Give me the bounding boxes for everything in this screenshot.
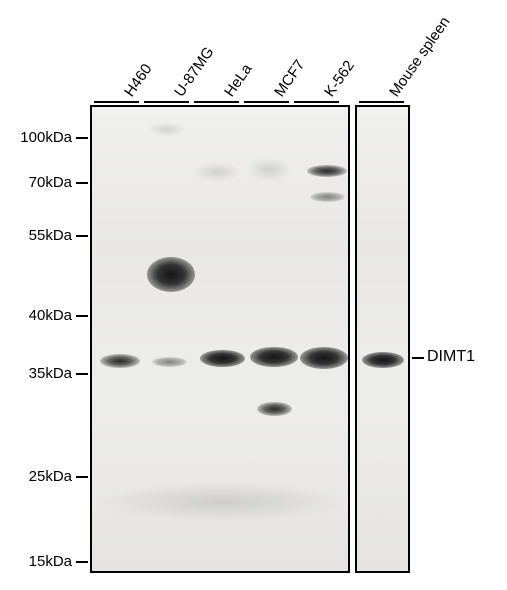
mw-label: 40kDa <box>0 307 72 324</box>
smudge <box>147 122 187 137</box>
band <box>200 350 245 367</box>
lane-underline <box>144 101 189 103</box>
mw-label: 35kDa <box>0 365 72 382</box>
target-tick <box>412 357 424 359</box>
lane-label: K-562 <box>321 57 358 100</box>
band <box>307 165 347 177</box>
mw-tick <box>76 373 88 375</box>
band <box>300 347 348 369</box>
mw-label: 70kDa <box>0 174 72 191</box>
band <box>310 192 345 202</box>
mw-tick <box>76 235 88 237</box>
blot-container: H460 U-87MG HeLa MCF7 K-562 Mouse spleen… <box>0 0 507 590</box>
band <box>250 347 298 367</box>
lane-label: H460 <box>121 61 155 100</box>
lane-label: U-87MG <box>171 44 217 100</box>
lane-labels-group: H460 U-87MG HeLa MCF7 K-562 Mouse spleen <box>120 0 460 100</box>
band <box>257 402 292 416</box>
band <box>100 354 140 368</box>
blot-area <box>90 105 460 575</box>
mw-tick <box>76 315 88 317</box>
mw-tick <box>76 137 88 139</box>
mw-label: 25kDa <box>0 468 72 485</box>
mw-tick <box>76 476 88 478</box>
mw-tick <box>76 182 88 184</box>
mw-label: 100kDa <box>0 129 72 146</box>
lane-label: HeLa <box>221 61 255 100</box>
smudge <box>247 157 292 182</box>
blot-panel-mouse <box>355 105 410 573</box>
mw-label: 15kDa <box>0 553 72 570</box>
band <box>147 257 195 292</box>
smudge <box>97 482 347 522</box>
band <box>152 357 187 367</box>
smudge <box>192 162 242 182</box>
band <box>362 352 404 368</box>
blot-panel-main <box>90 105 350 573</box>
lane-underline <box>244 101 289 103</box>
lane-underline <box>294 101 339 103</box>
mw-tick <box>76 561 88 563</box>
mw-label: 55kDa <box>0 227 72 244</box>
lane-underline <box>94 101 139 103</box>
lane-label: Mouse spleen <box>386 14 454 100</box>
lane-label: MCF7 <box>271 57 308 100</box>
target-label: DIMT1 <box>427 348 475 366</box>
lane-underline <box>359 101 404 103</box>
lane-underline <box>194 101 239 103</box>
